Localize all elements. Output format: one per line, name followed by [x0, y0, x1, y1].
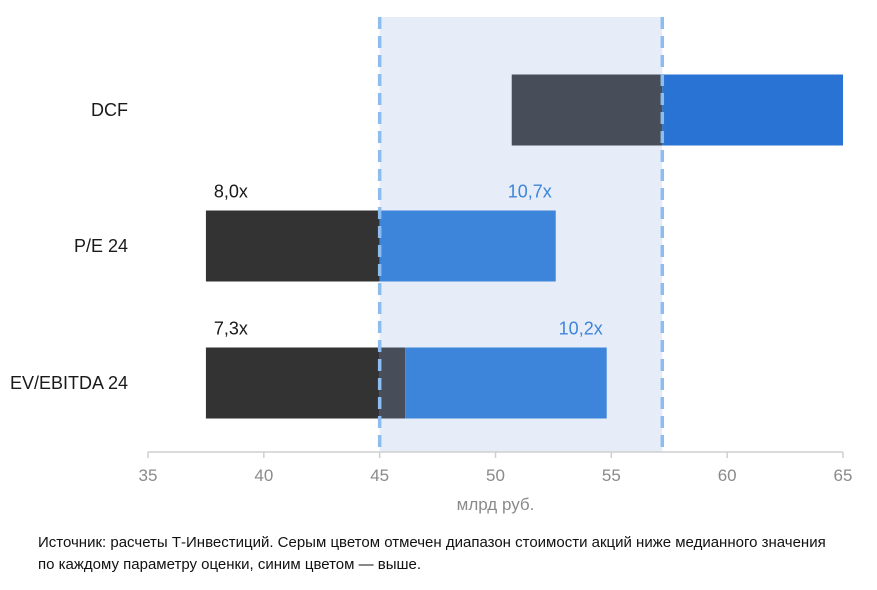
x-axis: 35 40 45 50 55 60 65 млрд руб. [139, 451, 853, 514]
high-multiple-label-ev-ebitda-24: 10,2x [559, 319, 603, 339]
x-axis-title: млрд руб. [457, 495, 535, 514]
category-label-p-e-24: P/E 24 [74, 236, 128, 256]
bar-above-median-dcf [662, 74, 843, 146]
category-label-ev-ebitda-24: EV/EBITDA 24 [10, 373, 128, 393]
x-tick-label-55: 55 [602, 466, 621, 485]
bar-below-median-in-band-dcf [511, 74, 663, 146]
labels-layer: DCF P/E 24 8,0x 10,7x EV/EBITDA 24 7,3x 10,2x [10, 100, 603, 393]
bar-below-median-in-band-ev-ebitda-24 [379, 347, 406, 419]
x-tick-label-35: 35 [139, 466, 158, 485]
valuation-range-chart: 35 40 45 50 55 60 65 млрд руб. DCF P/E 24 8,0x 10,… [10, 17, 853, 514]
reference-lines-layer [377, 17, 665, 452]
high-multiple-label-p-e-24: 10,7x [508, 182, 552, 202]
bar-above-median-p-e-24 [379, 210, 556, 282]
low-multiple-label-p-e-24: 8,0x [214, 182, 248, 202]
x-tick-label-60: 60 [718, 466, 737, 485]
bar-below-median-p-e-24 [205, 210, 380, 282]
x-tick-label-45: 45 [370, 466, 389, 485]
x-tick-label-50: 50 [486, 466, 505, 485]
x-tick-label-40: 40 [254, 466, 273, 485]
bar-above-median-ev-ebitda-24 [405, 347, 607, 419]
category-label-dcf: DCF [91, 100, 128, 120]
source-footnote: Источник: расчеты Т-Инвестиций. Серым цв… [38, 534, 826, 573]
bars-layer [205, 74, 843, 419]
low-multiple-label-ev-ebitda-24: 7,3x [214, 319, 248, 339]
x-tick-label-65: 65 [834, 466, 853, 485]
bar-below-median-ev-ebitda-24 [205, 347, 380, 419]
